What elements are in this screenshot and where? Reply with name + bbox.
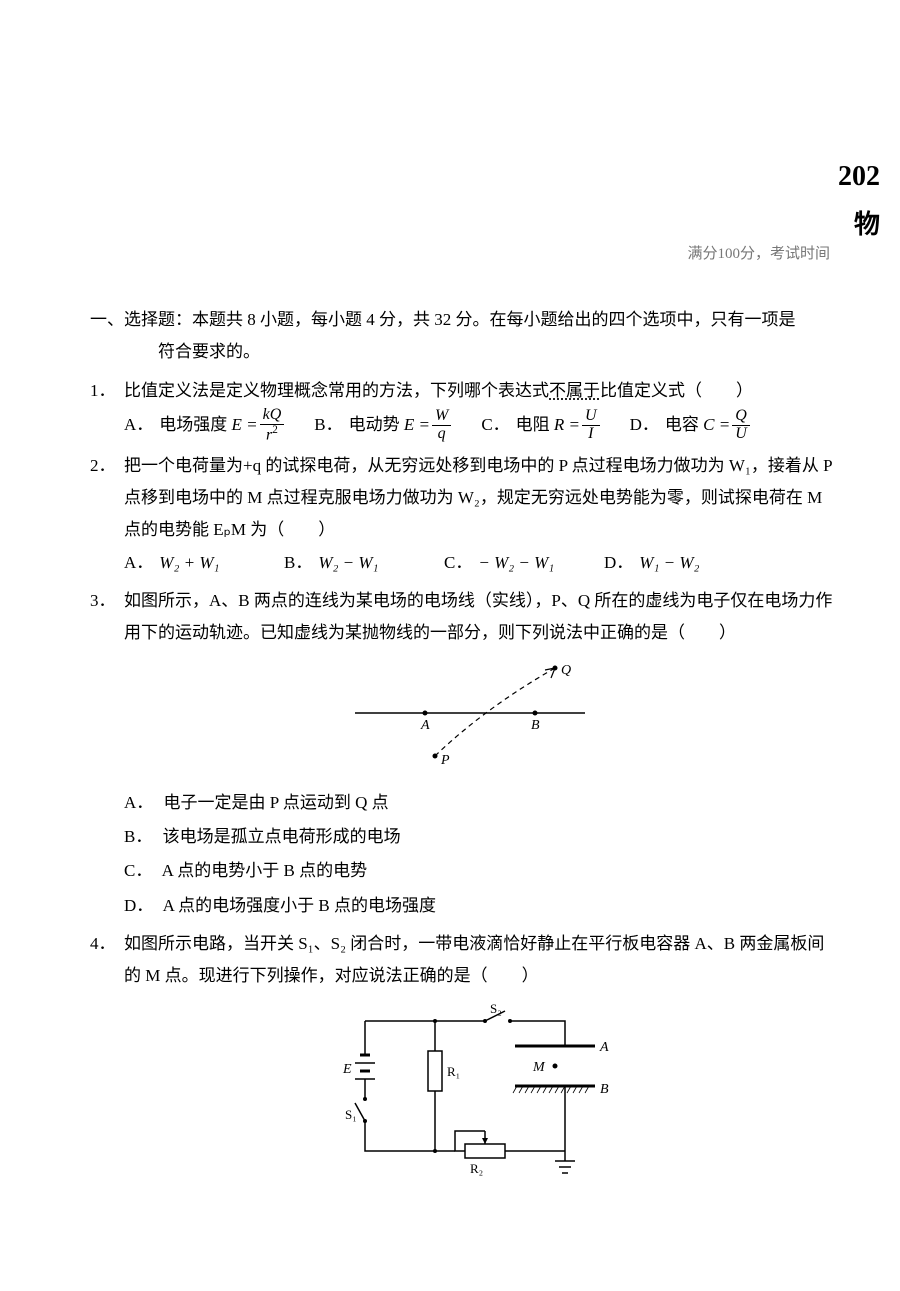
q1-option-B: B． 电动势 E = W q: [314, 407, 453, 444]
circuit-diagram-icon: S₂ A M B R₂ S₁ E R₁: [315, 1001, 615, 1201]
q1-number: 1．: [90, 375, 124, 407]
q3-text: 如图所示，A、B 两点的连线为某电场的电场线（实线），P、Q 所在的虚线为电子仅…: [124, 585, 840, 650]
svg-text:B: B: [531, 718, 540, 733]
svg-text:A: A: [420, 718, 430, 733]
section-1-line1: 一、选择题：本题共 8 小题，每小题 4 分，共 32 分。在每小题给出的四个选…: [90, 304, 840, 336]
question-4: 4． 如图所示电路，当开关 S₁、S₂ 闭合时，一带电液滴恰好静止在平行板电容器…: [90, 928, 840, 1212]
q2-options: A． W₂ + W₁ B． W₂ − W₁ C． − W₂ − W₁ D． W₁…: [90, 547, 840, 579]
q3-options: A． 电子一定是由 P 点运动到 Q 点 B． 该电场是孤立点电荷形成的电场 C…: [90, 787, 840, 922]
svg-text:R₂: R₂: [470, 1161, 483, 1176]
q4-number: 4．: [90, 928, 124, 960]
field-line-diagram-icon: A B P Q: [335, 658, 595, 768]
q2-option-B: B． W₂ − W₁: [284, 547, 444, 579]
q2-option-C: C． − W₂ − W₁: [444, 547, 604, 579]
q2-option-A: A． W₂ + W₁: [124, 547, 284, 579]
q1-options: A． 电场强度 E = kQ r2 B． 电动势 E = W q C． 电阻: [90, 407, 840, 444]
q1-option-D: D． 电容 C = Q U: [630, 407, 752, 444]
q4-figure: S₂ A M B R₂ S₁ E R₁: [90, 1001, 840, 1212]
q2-number: 2．: [90, 450, 124, 482]
section-1-header: 一、选择题：本题共 8 小题，每小题 4 分，共 32 分。在每小题给出的四个选…: [90, 304, 840, 369]
q3-option-D: D． A 点的电场强度小于 B 点的电场强度: [124, 890, 840, 922]
svg-text:M: M: [532, 1060, 546, 1075]
corner-year: 202: [838, 150, 880, 203]
fraction-icon: kQ r2: [260, 407, 285, 444]
svg-text:E: E: [342, 1062, 352, 1077]
q3-number: 3．: [90, 585, 124, 617]
q2-option-D: D． W₁ − W₂: [604, 547, 764, 579]
svg-text:S₁: S₁: [345, 1107, 357, 1122]
question-2: 2． 把一个电荷量为+q 的试探电荷，从无穷远处移到电场中的 P 点过程电场力做…: [90, 450, 840, 579]
corner-char: 物: [854, 200, 880, 249]
header-faded: 满分100分，考试时间: [90, 200, 840, 300]
score-time-text: 满分100分，考试时间: [687, 246, 830, 262]
section-1-line2: 符合要求的。: [90, 336, 840, 368]
fraction-icon: U I: [582, 408, 600, 443]
svg-text:A: A: [599, 1040, 609, 1055]
q3-option-B: B． 该电场是孤立点电荷形成的电场: [124, 821, 840, 853]
svg-text:R₁: R₁: [447, 1064, 460, 1079]
q1-option-C: C． 电阻 R = U I: [481, 407, 601, 444]
fraction-icon: W q: [432, 408, 451, 443]
q4-text: 如图所示电路，当开关 S₁、S₂ 闭合时，一带电液滴恰好静止在平行板电容器 A、…: [124, 928, 840, 993]
exam-page: 202 物 满分100分，考试时间 一、选择题：本题共 8 小题，每小题 4 分…: [0, 0, 900, 1280]
q1-text: 比值定义法是定义物理概念常用的方法，下列哪个表达式不属于比值定义式（ ）: [124, 375, 840, 407]
q1-option-A: A． 电场强度 E = kQ r2: [124, 407, 286, 444]
q3-option-C: C． A 点的电势小于 B 点的电势: [124, 855, 840, 887]
question-3: 3． 如图所示，A、B 两点的连线为某电场的电场线（实线），P、Q 所在的虚线为…: [90, 585, 840, 922]
svg-text:S₂: S₂: [490, 1001, 502, 1016]
svg-text:P: P: [440, 753, 450, 768]
fraction-icon: Q U: [732, 408, 750, 443]
svg-text:B: B: [600, 1082, 609, 1097]
question-1: 1． 比值定义法是定义物理概念常用的方法，下列哪个表达式不属于比值定义式（ ） …: [90, 375, 840, 444]
svg-text:Q: Q: [561, 663, 571, 678]
q3-option-A: A． 电子一定是由 P 点运动到 Q 点: [124, 787, 840, 819]
q2-text: 把一个电荷量为+q 的试探电荷，从无穷远处移到电场中的 P 点过程电场力做功为 …: [124, 450, 840, 547]
q3-figure: A B P Q: [90, 658, 840, 779]
